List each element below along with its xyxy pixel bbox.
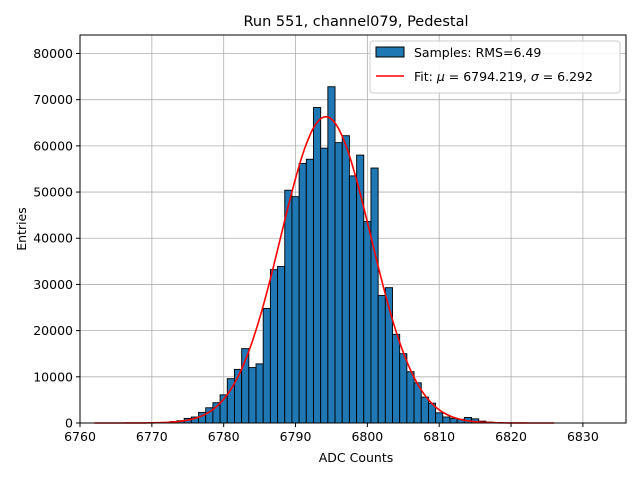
- y-tick-label: 60000: [33, 138, 73, 153]
- histogram-bars: [169, 86, 494, 424]
- histogram-bar: [406, 371, 415, 424]
- histogram-bar: [370, 167, 379, 424]
- histogram-bar: [449, 417, 458, 424]
- histogram-bar: [363, 221, 372, 424]
- histogram-bar: [341, 135, 350, 424]
- legend-fit-mu-text: = 6794.219,: [445, 69, 531, 84]
- x-tick-label: 6830: [567, 429, 599, 444]
- legend-fit-mu-symbol: μ: [436, 69, 445, 84]
- y-tick-label: 10000: [33, 369, 73, 384]
- histogram-bar: [435, 412, 444, 424]
- histogram-bar: [420, 396, 429, 424]
- x-tick-label: 6770: [136, 429, 168, 444]
- histogram-bar: [291, 196, 300, 424]
- legend-fit-sigma-text: = 6.292: [539, 69, 593, 84]
- legend-label-fit: Fit: μ = 6794.219, σ = 6.292: [414, 69, 593, 84]
- chart-title: Run 551, channel079, Pedestal: [243, 14, 468, 30]
- fit-curve: [94, 115, 555, 424]
- histogram-bar: [348, 175, 358, 424]
- histogram-bar: [442, 416, 451, 424]
- histogram-bar: [298, 162, 307, 424]
- x-tick-label: 6760: [64, 429, 96, 444]
- histogram-bar: [313, 107, 322, 424]
- y-axis-label: Entries: [14, 207, 29, 251]
- histogram-bar: [327, 86, 336, 424]
- x-tick-label: 6820: [495, 429, 527, 444]
- y-axis-ticks: 0 10000 20000 30000 40000 50000 60000 70000 8000…: [33, 46, 80, 431]
- x-axis-ticks: 6760 6770 6780 6790 6800 6810 6820 6830: [64, 423, 599, 444]
- legend: Samples: RMS=6.49 Fit: μ = 6794.219, σ =…: [369, 40, 621, 94]
- x-axis-label: ADC Counts: [319, 450, 394, 465]
- histogram-bar: [399, 353, 408, 424]
- legend-fit-prefix: Fit:: [414, 69, 437, 84]
- legend-fit-sigma-symbol: σ: [531, 69, 540, 84]
- histogram-bar: [392, 333, 401, 424]
- plot-frame: [79, 34, 627, 424]
- histogram-bar: [269, 269, 279, 424]
- y-tick-label: 30000: [33, 277, 73, 292]
- legend-box: [369, 40, 621, 94]
- histogram-bar: [377, 295, 386, 424]
- x-tick-label: 6780: [208, 429, 240, 444]
- legend-label-samples: Samples: RMS=6.49: [414, 45, 541, 60]
- x-tick-label: 6800: [351, 429, 383, 444]
- x-tick-label: 6810: [423, 429, 455, 444]
- y-tick-label: 50000: [33, 185, 73, 200]
- y-tick-label: 40000: [33, 231, 73, 246]
- histogram-bar: [284, 189, 293, 424]
- histogram-bar: [305, 158, 314, 424]
- histogram-bar: [255, 363, 264, 424]
- histogram-bar: [320, 147, 329, 424]
- y-tick-label: 0: [65, 416, 73, 431]
- y-tick-label: 20000: [33, 323, 73, 338]
- histogram-bar: [262, 307, 271, 424]
- histogram-bar: [248, 367, 257, 424]
- histogram-bar: [334, 142, 343, 424]
- y-tick-label: 70000: [33, 92, 73, 107]
- histogram-bar: [277, 265, 286, 424]
- x-tick-label: 6790: [280, 429, 312, 444]
- y-tick-label: 80000: [33, 46, 73, 61]
- legend-swatch-samples: [375, 46, 405, 58]
